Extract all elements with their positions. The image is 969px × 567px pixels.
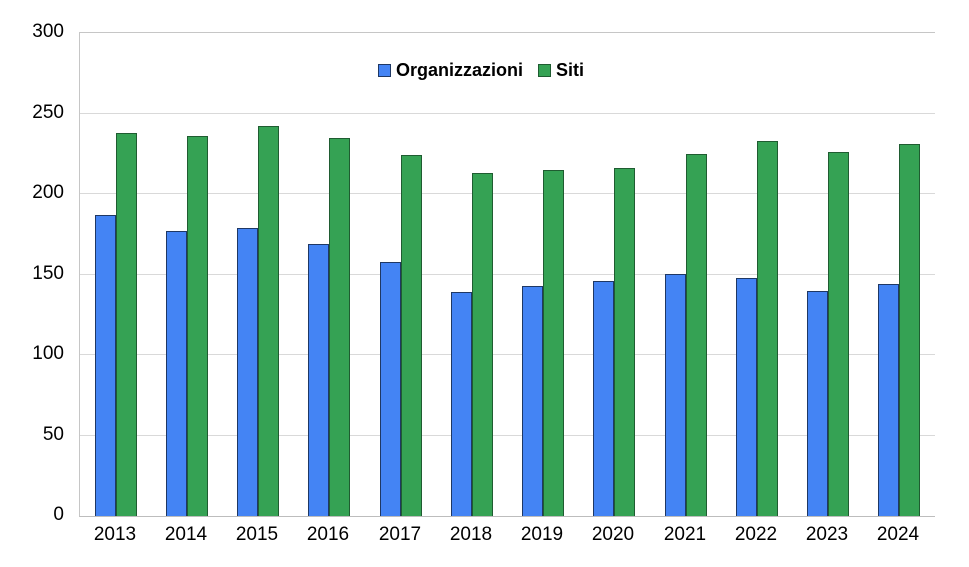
x-tick-label-2019: 2019 bbox=[520, 524, 564, 545]
bar-siti-2021 bbox=[686, 154, 707, 516]
bar-siti-2019 bbox=[543, 170, 564, 516]
x-tick-label-2020: 2020 bbox=[591, 524, 635, 545]
bar-organizzazioni-2021 bbox=[665, 274, 686, 516]
x-tick-label-2024: 2024 bbox=[876, 524, 920, 545]
gridline-100 bbox=[80, 354, 935, 355]
x-tick-label-2017: 2017 bbox=[378, 524, 422, 545]
legend-swatch-organizzazioni-icon bbox=[378, 64, 391, 77]
bar-organizzazioni-2017 bbox=[380, 262, 401, 516]
y-tick-label-300: 300 bbox=[32, 21, 64, 42]
gridline-200 bbox=[80, 193, 935, 194]
legend: Organizzazioni Siti bbox=[378, 60, 584, 81]
legend-item-organizzazioni: Organizzazioni bbox=[378, 60, 523, 81]
x-tick-label-2013: 2013 bbox=[93, 524, 137, 545]
gridline-50 bbox=[80, 434, 935, 436]
bar-siti-2024 bbox=[899, 144, 920, 516]
x-tick-label-2018: 2018 bbox=[449, 524, 493, 545]
bar-siti-2014 bbox=[187, 136, 208, 516]
bar-organizzazioni-2023 bbox=[807, 291, 828, 516]
x-tick-label-2023: 2023 bbox=[805, 524, 849, 545]
x-tick-label-2022: 2022 bbox=[734, 524, 778, 545]
bar-organizzazioni-2015 bbox=[237, 228, 258, 516]
bar-organizzazioni-2013 bbox=[95, 215, 116, 516]
y-tick-label-250: 250 bbox=[32, 101, 64, 123]
bar-siti-2015 bbox=[258, 126, 279, 516]
legend-label-siti: Siti bbox=[556, 60, 585, 80]
gridline-250 bbox=[80, 112, 935, 114]
bar-organizzazioni-2019 bbox=[522, 286, 543, 516]
bar-siti-2023 bbox=[828, 152, 849, 516]
bar-organizzazioni-2014 bbox=[166, 231, 187, 516]
x-tick-label-2014: 2014 bbox=[164, 524, 208, 545]
bar-siti-2017 bbox=[401, 155, 422, 516]
x-tick-label-2016: 2016 bbox=[306, 524, 350, 545]
bar-organizzazioni-2018 bbox=[451, 292, 472, 516]
bar-siti-2016 bbox=[329, 138, 350, 516]
bar-organizzazioni-2024 bbox=[878, 284, 899, 516]
y-tick-label-0: 0 bbox=[53, 504, 64, 525]
bar-siti-2013 bbox=[116, 133, 137, 516]
y-tick-label-150: 150 bbox=[32, 262, 64, 284]
x-tick-label-2015: 2015 bbox=[235, 524, 279, 545]
gridline-150 bbox=[80, 273, 935, 275]
bar-organizzazioni-2020 bbox=[593, 281, 614, 516]
bar-siti-2022 bbox=[757, 141, 778, 516]
legend-swatch-siti-icon bbox=[538, 64, 552, 77]
y-tick-label-200: 200 bbox=[32, 182, 64, 203]
y-tick-label-50: 50 bbox=[42, 423, 64, 445]
legend-label-organizzazioni: Organizzazioni bbox=[396, 60, 524, 80]
x-tick-label-2021: 2021 bbox=[663, 524, 707, 545]
plot-area bbox=[79, 32, 935, 517]
y-tick-label-100: 100 bbox=[32, 343, 64, 364]
bar-organizzazioni-2022 bbox=[736, 278, 757, 516]
bar-siti-2020 bbox=[614, 168, 635, 516]
legend-item-siti: Siti bbox=[538, 60, 584, 81]
bar-siti-2018 bbox=[472, 173, 493, 516]
bar-organizzazioni-2016 bbox=[308, 244, 329, 516]
